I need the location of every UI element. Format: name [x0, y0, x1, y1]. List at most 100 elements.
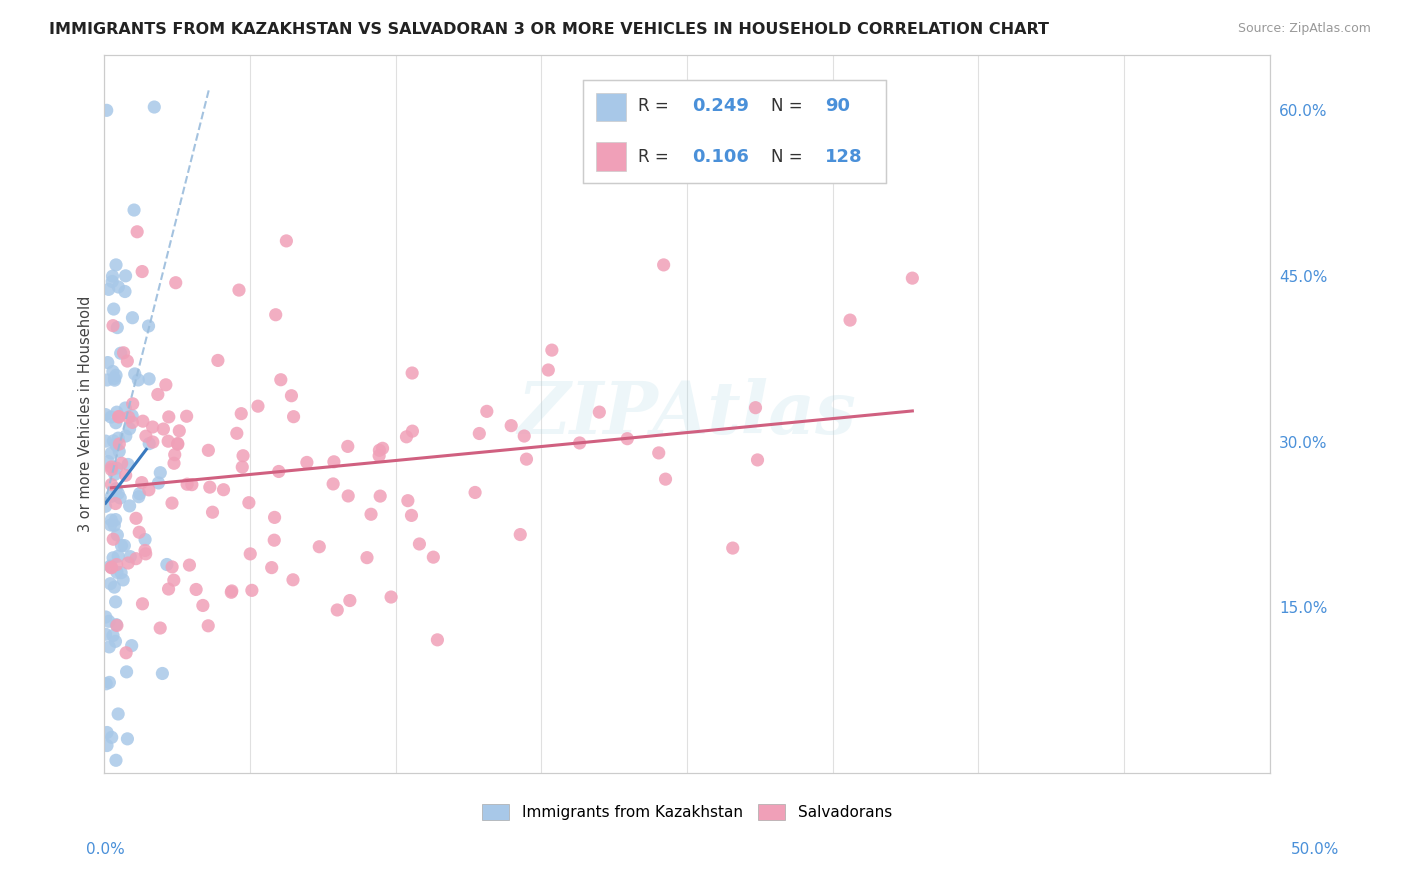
Point — [100, 477, 122, 491]
Point — [100, 446, 122, 460]
Point — [422, 550, 444, 565]
Point — [114, 285, 136, 299]
Point — [157, 434, 180, 449]
Point — [426, 632, 449, 647]
Text: R =: R = — [638, 97, 673, 115]
Point — [152, 422, 174, 436]
Text: ZIPAtlas: ZIPAtlas — [517, 378, 856, 450]
Point — [107, 706, 129, 721]
Point — [134, 533, 156, 547]
Point — [146, 387, 169, 401]
Text: 0.249: 0.249 — [692, 97, 749, 115]
Point — [149, 621, 172, 635]
Point — [148, 475, 170, 490]
Point — [115, 665, 138, 679]
Point — [336, 439, 359, 453]
Point — [97, 355, 120, 369]
Point — [121, 639, 143, 653]
Point — [103, 371, 125, 385]
Point — [308, 540, 330, 554]
Point — [169, 424, 191, 438]
Point — [225, 426, 247, 441]
Point — [110, 491, 132, 505]
Point — [380, 590, 402, 604]
Point — [105, 617, 128, 632]
Point — [135, 547, 157, 561]
Point — [157, 582, 180, 596]
Point — [295, 455, 318, 469]
Point — [100, 410, 122, 425]
Point — [105, 558, 128, 572]
Point — [98, 675, 121, 690]
Point — [118, 499, 141, 513]
Legend: Immigrants from Kazakhstan, Salvadorans: Immigrants from Kazakhstan, Salvadorans — [475, 797, 898, 826]
Point — [107, 486, 129, 500]
Point — [105, 566, 128, 580]
Point — [121, 409, 143, 423]
Point — [105, 405, 128, 419]
Point — [396, 493, 419, 508]
Bar — [596, 142, 626, 170]
Point — [114, 401, 136, 415]
Point — [104, 513, 127, 527]
Point — [100, 560, 122, 574]
Point — [104, 595, 127, 609]
Point — [207, 353, 229, 368]
Point — [104, 416, 127, 430]
Point — [468, 426, 491, 441]
Point — [337, 489, 360, 503]
Point — [283, 409, 305, 424]
Point — [121, 397, 143, 411]
Point — [100, 560, 122, 574]
Text: 0.106: 0.106 — [692, 148, 749, 166]
Text: IMMIGRANTS FROM KAZAKHSTAN VS SALVADORAN 3 OR MORE VEHICLES IN HOUSEHOLD CORRELA: IMMIGRANTS FROM KAZAKHSTAN VS SALVADORAN… — [49, 22, 1049, 37]
Point — [138, 372, 160, 386]
Point — [191, 599, 214, 613]
Point — [134, 543, 156, 558]
Point — [103, 434, 125, 448]
Point — [155, 377, 177, 392]
Text: 90: 90 — [825, 97, 851, 115]
Point — [103, 533, 125, 547]
Point — [197, 619, 219, 633]
Point — [616, 432, 638, 446]
Point — [541, 343, 564, 358]
Point — [228, 283, 250, 297]
Point — [114, 268, 136, 283]
Point — [105, 528, 128, 542]
Point — [107, 280, 129, 294]
Point — [105, 320, 128, 334]
Point — [180, 477, 202, 491]
Point — [201, 505, 224, 519]
Point — [101, 364, 124, 378]
Text: 128: 128 — [825, 148, 863, 166]
Point — [401, 508, 423, 523]
Point — [142, 435, 165, 450]
Point — [231, 407, 253, 421]
Point — [513, 429, 536, 443]
Point — [97, 615, 120, 629]
Point — [326, 603, 349, 617]
Point — [100, 518, 122, 533]
Point — [176, 477, 198, 491]
Point — [104, 438, 127, 452]
Point — [107, 409, 129, 424]
Point — [131, 597, 153, 611]
Point — [96, 103, 118, 118]
Point — [94, 408, 117, 422]
Point — [98, 559, 121, 574]
Point — [105, 618, 128, 632]
Point — [166, 437, 188, 451]
Point — [281, 573, 304, 587]
Point — [238, 496, 260, 510]
Point — [176, 409, 198, 424]
Point — [138, 436, 160, 450]
Point — [101, 550, 124, 565]
Point — [115, 646, 138, 660]
Point — [101, 628, 124, 642]
Point — [163, 456, 186, 470]
Point — [100, 460, 122, 475]
Point — [117, 354, 139, 368]
Point — [108, 444, 131, 458]
Point — [131, 475, 153, 490]
